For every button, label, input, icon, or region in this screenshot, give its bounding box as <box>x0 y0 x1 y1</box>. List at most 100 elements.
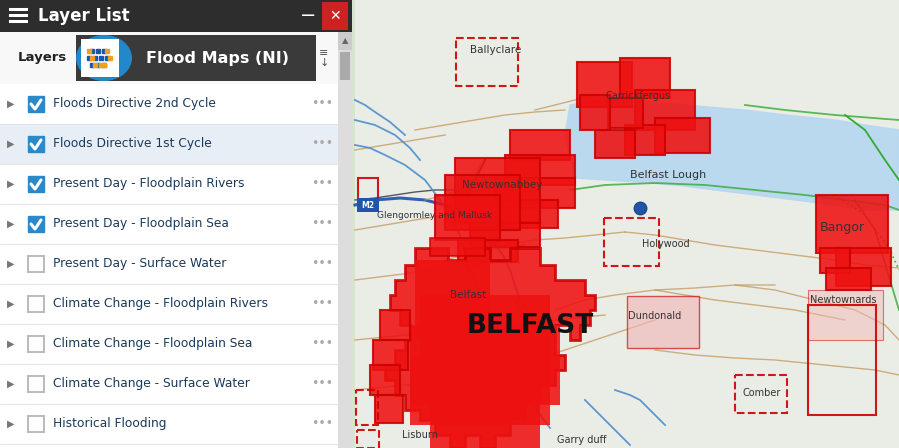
Bar <box>76 35 316 81</box>
Bar <box>355 0 899 448</box>
Text: Newtownards: Newtownards <box>810 295 877 305</box>
Bar <box>505 155 575 185</box>
Bar <box>28 216 44 232</box>
Bar <box>357 198 379 212</box>
Text: ▶: ▶ <box>7 259 14 269</box>
Text: Flood Maps (NI): Flood Maps (NI) <box>146 51 289 65</box>
Bar <box>0 284 338 324</box>
Bar <box>808 290 883 340</box>
Text: ▶: ▶ <box>7 139 14 149</box>
Text: Present Day - Floodplain Sea: Present Day - Floodplain Sea <box>53 217 229 231</box>
Bar <box>458 240 518 262</box>
Text: ▶: ▶ <box>7 99 14 109</box>
Bar <box>357 430 379 448</box>
Bar <box>595 130 635 158</box>
Text: ▶: ▶ <box>7 339 14 349</box>
Text: Holywood: Holywood <box>642 239 690 249</box>
Bar <box>28 256 44 272</box>
Text: •••: ••• <box>311 217 333 231</box>
Bar <box>625 125 665 155</box>
Text: •••: ••• <box>311 177 333 190</box>
Bar <box>580 95 610 130</box>
Bar <box>0 244 338 284</box>
Bar <box>338 32 352 50</box>
Text: Newtownabbey: Newtownabbey <box>462 180 542 190</box>
Text: Climate Change - Surface Water: Climate Change - Surface Water <box>53 378 250 391</box>
Text: •••: ••• <box>311 258 333 271</box>
Text: −: − <box>299 7 316 26</box>
Bar <box>28 96 44 112</box>
Bar <box>370 365 400 395</box>
Text: M2: M2 <box>361 201 375 210</box>
Text: Layers: Layers <box>18 52 67 65</box>
Bar <box>81 39 119 77</box>
Bar <box>356 390 378 425</box>
Bar <box>604 218 659 266</box>
Bar <box>627 296 699 348</box>
Bar <box>826 268 871 290</box>
Text: Carrickfergus: Carrickfergus <box>605 91 671 101</box>
Bar <box>375 395 403 423</box>
Text: •••: ••• <box>311 418 333 431</box>
Bar <box>420 295 550 385</box>
Bar <box>340 52 350 80</box>
Text: •••: ••• <box>311 337 333 350</box>
Polygon shape <box>565 100 899 210</box>
Bar <box>608 98 643 128</box>
Text: ≡
↓: ≡ ↓ <box>319 48 329 68</box>
Text: ▲: ▲ <box>342 36 348 46</box>
Bar <box>455 158 540 223</box>
Bar <box>373 340 408 370</box>
Bar <box>410 325 560 405</box>
Text: Floods Directive 2nd Cycle: Floods Directive 2nd Cycle <box>53 98 216 111</box>
Text: Belfast: Belfast <box>450 290 486 300</box>
Bar <box>456 38 518 86</box>
Polygon shape <box>385 248 595 448</box>
Text: Floods Directive 1st Cycle: Floods Directive 1st Cycle <box>53 138 212 151</box>
Bar <box>0 364 338 404</box>
Bar <box>28 416 44 432</box>
Bar <box>28 336 44 352</box>
Bar <box>430 238 485 256</box>
Text: ▶: ▶ <box>7 299 14 309</box>
Bar <box>495 178 575 208</box>
Text: Garry duff: Garry duff <box>557 435 607 445</box>
Bar <box>836 248 891 286</box>
Text: Historical Flooding: Historical Flooding <box>53 418 166 431</box>
Bar <box>0 0 352 32</box>
Bar <box>0 204 338 244</box>
Bar <box>510 130 570 160</box>
Text: Present Day - Surface Water: Present Day - Surface Water <box>53 258 227 271</box>
Bar <box>445 175 520 230</box>
Bar <box>820 248 850 273</box>
Bar <box>338 32 352 448</box>
Text: ▶: ▶ <box>7 179 14 189</box>
Bar <box>483 200 558 228</box>
Text: ▶: ▶ <box>7 219 14 229</box>
Bar <box>635 90 695 130</box>
Text: Glengormley and Mallusk: Glengormley and Mallusk <box>378 211 493 220</box>
Text: Climate Change - Floodplain Sea: Climate Change - Floodplain Sea <box>53 337 253 350</box>
Text: Dundonald: Dundonald <box>628 311 681 321</box>
Bar <box>28 296 44 312</box>
Bar <box>410 355 550 425</box>
Bar <box>0 84 338 124</box>
Bar <box>470 222 540 247</box>
Bar <box>0 164 338 204</box>
Bar <box>0 404 338 444</box>
Bar <box>577 62 632 107</box>
Text: •••: ••• <box>311 98 333 111</box>
Text: Layer List: Layer List <box>38 7 129 25</box>
Text: •••: ••• <box>311 378 333 391</box>
Bar <box>430 390 540 448</box>
Text: Lisburn: Lisburn <box>402 430 438 440</box>
Text: Belfast Lough: Belfast Lough <box>630 170 706 180</box>
Bar <box>28 376 44 392</box>
Text: Comber: Comber <box>743 388 781 398</box>
Text: ✕: ✕ <box>329 9 341 23</box>
Bar <box>816 195 888 253</box>
Bar <box>435 195 500 240</box>
Text: Bangor: Bangor <box>820 221 865 234</box>
Text: Ballyclare: Ballyclare <box>470 45 521 55</box>
Bar <box>380 310 410 340</box>
